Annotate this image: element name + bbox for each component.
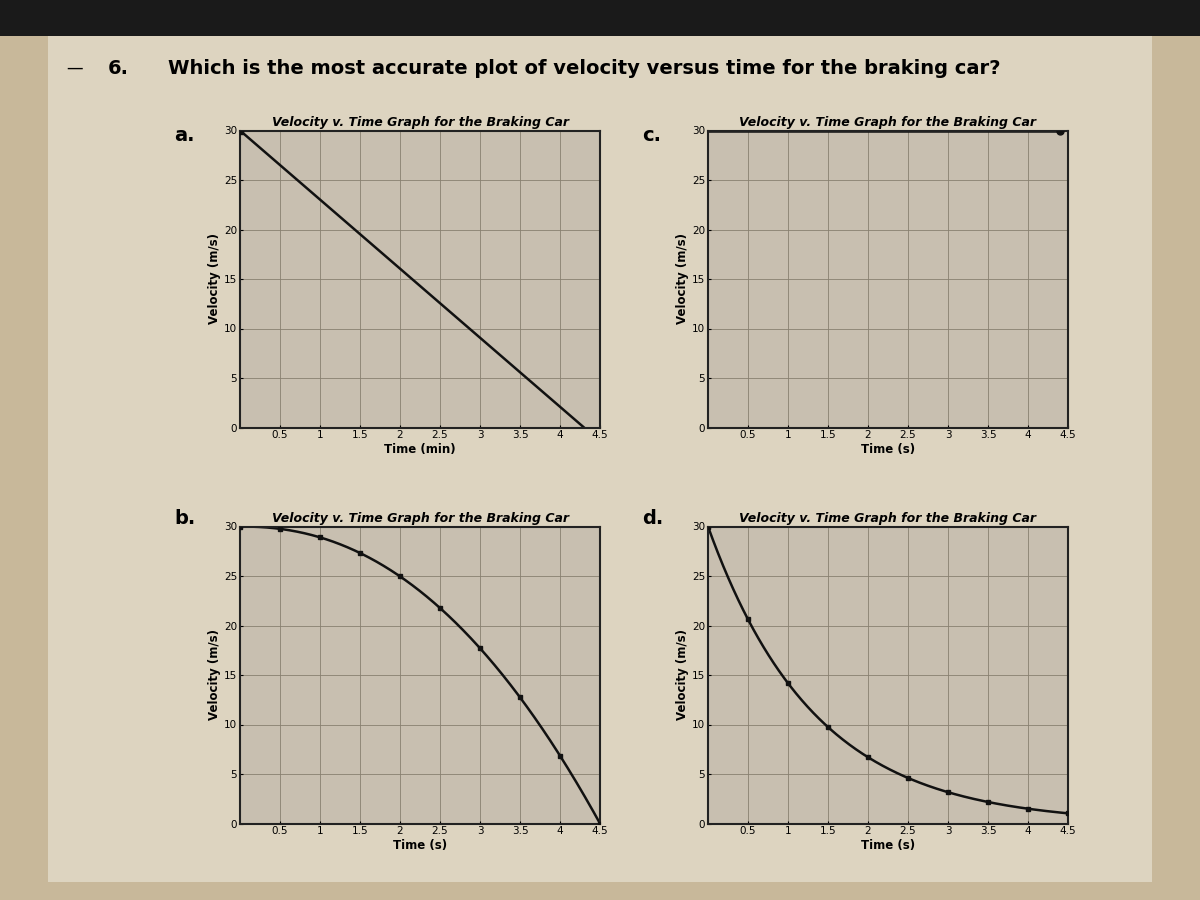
X-axis label: Time (s): Time (s): [860, 443, 916, 456]
Text: 6.: 6.: [108, 58, 130, 77]
Title: Velocity v. Time Graph for the Braking Car: Velocity v. Time Graph for the Braking C…: [271, 512, 569, 526]
Text: c.: c.: [642, 126, 661, 145]
Title: Velocity v. Time Graph for the Braking Car: Velocity v. Time Graph for the Braking C…: [739, 512, 1037, 526]
Y-axis label: Velocity (m/s): Velocity (m/s): [676, 233, 689, 325]
Text: Which is the most accurate plot of velocity versus time for the braking car?: Which is the most accurate plot of veloc…: [168, 58, 1001, 77]
Title: Velocity v. Time Graph for the Braking Car: Velocity v. Time Graph for the Braking C…: [271, 116, 569, 130]
Y-axis label: Velocity (m/s): Velocity (m/s): [676, 629, 689, 721]
Text: b.: b.: [174, 508, 196, 527]
Text: a.: a.: [174, 126, 194, 145]
Y-axis label: Velocity (m/s): Velocity (m/s): [208, 629, 221, 721]
Text: —: —: [66, 58, 83, 76]
Text: d.: d.: [642, 508, 664, 527]
X-axis label: Time (min): Time (min): [384, 443, 456, 456]
X-axis label: Time (s): Time (s): [392, 839, 448, 852]
X-axis label: Time (s): Time (s): [860, 839, 916, 852]
Y-axis label: Velocity (m/s): Velocity (m/s): [208, 233, 221, 325]
Title: Velocity v. Time Graph for the Braking Car: Velocity v. Time Graph for the Braking C…: [739, 116, 1037, 130]
